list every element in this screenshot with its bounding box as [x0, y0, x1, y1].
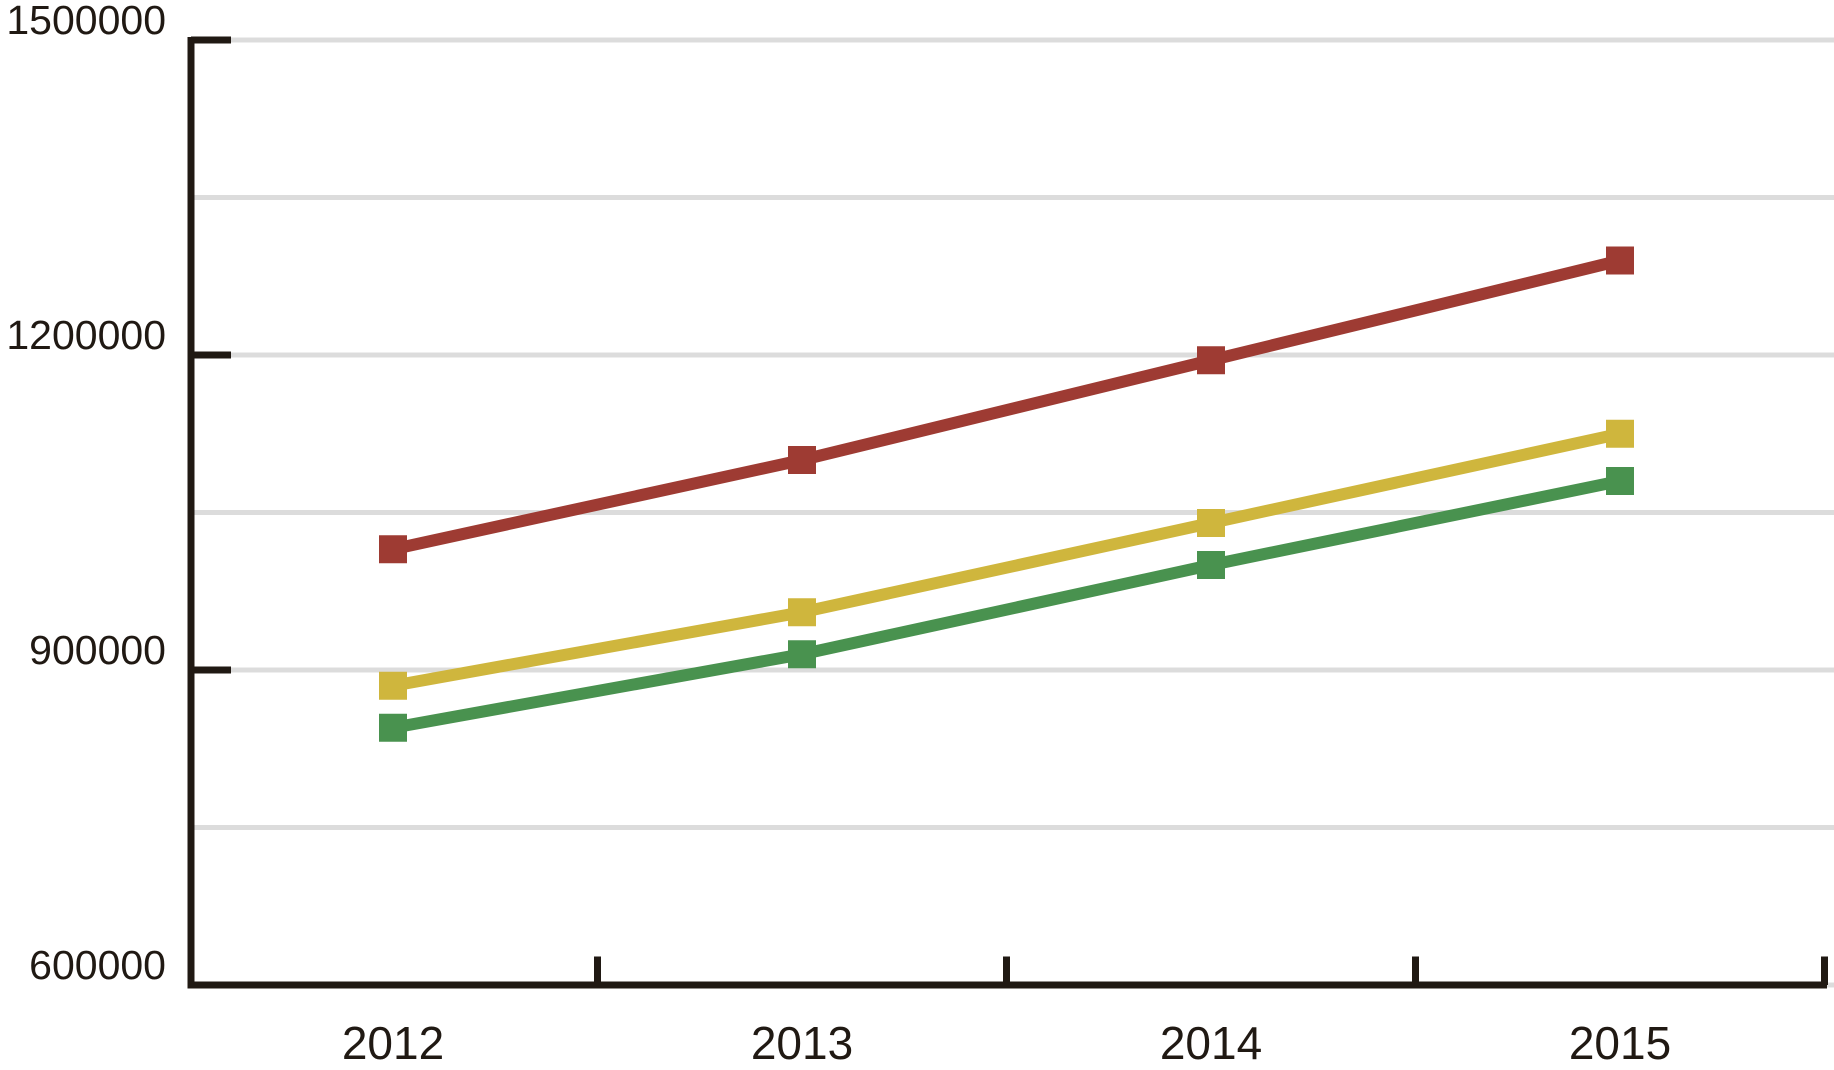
y-axis-label: 1200000: [6, 312, 166, 358]
data-point-marker-green: [379, 713, 407, 742]
data-point-marker-yellow: [1197, 509, 1225, 537]
data-point-marker-red: [379, 535, 407, 564]
x-axis-label: 2014: [1160, 1017, 1262, 1069]
data-point-marker-yellow: [379, 671, 407, 700]
data-point-marker-red: [788, 446, 816, 474]
y-axis-label: 900000: [29, 627, 166, 673]
y-axis-label: 600000: [29, 942, 166, 988]
data-point-marker-green: [1606, 467, 1634, 495]
x-axis-label: 2015: [1569, 1017, 1671, 1069]
x-axis-label: 2013: [751, 1017, 853, 1069]
x-axis-label: 2012: [342, 1017, 444, 1069]
data-point-marker-red: [1197, 346, 1225, 375]
series-line-green: [391, 475, 1622, 734]
data-point-marker-green: [788, 640, 816, 669]
data-point-marker-red: [1606, 246, 1634, 275]
series-line-red: [391, 254, 1622, 556]
series-line-yellow: [391, 427, 1622, 692]
data-point-marker-yellow: [788, 598, 816, 627]
data-point-marker-green: [1197, 551, 1225, 579]
y-axis-label: 1500000: [6, 0, 166, 43]
data-point-marker-yellow: [1606, 419, 1634, 448]
